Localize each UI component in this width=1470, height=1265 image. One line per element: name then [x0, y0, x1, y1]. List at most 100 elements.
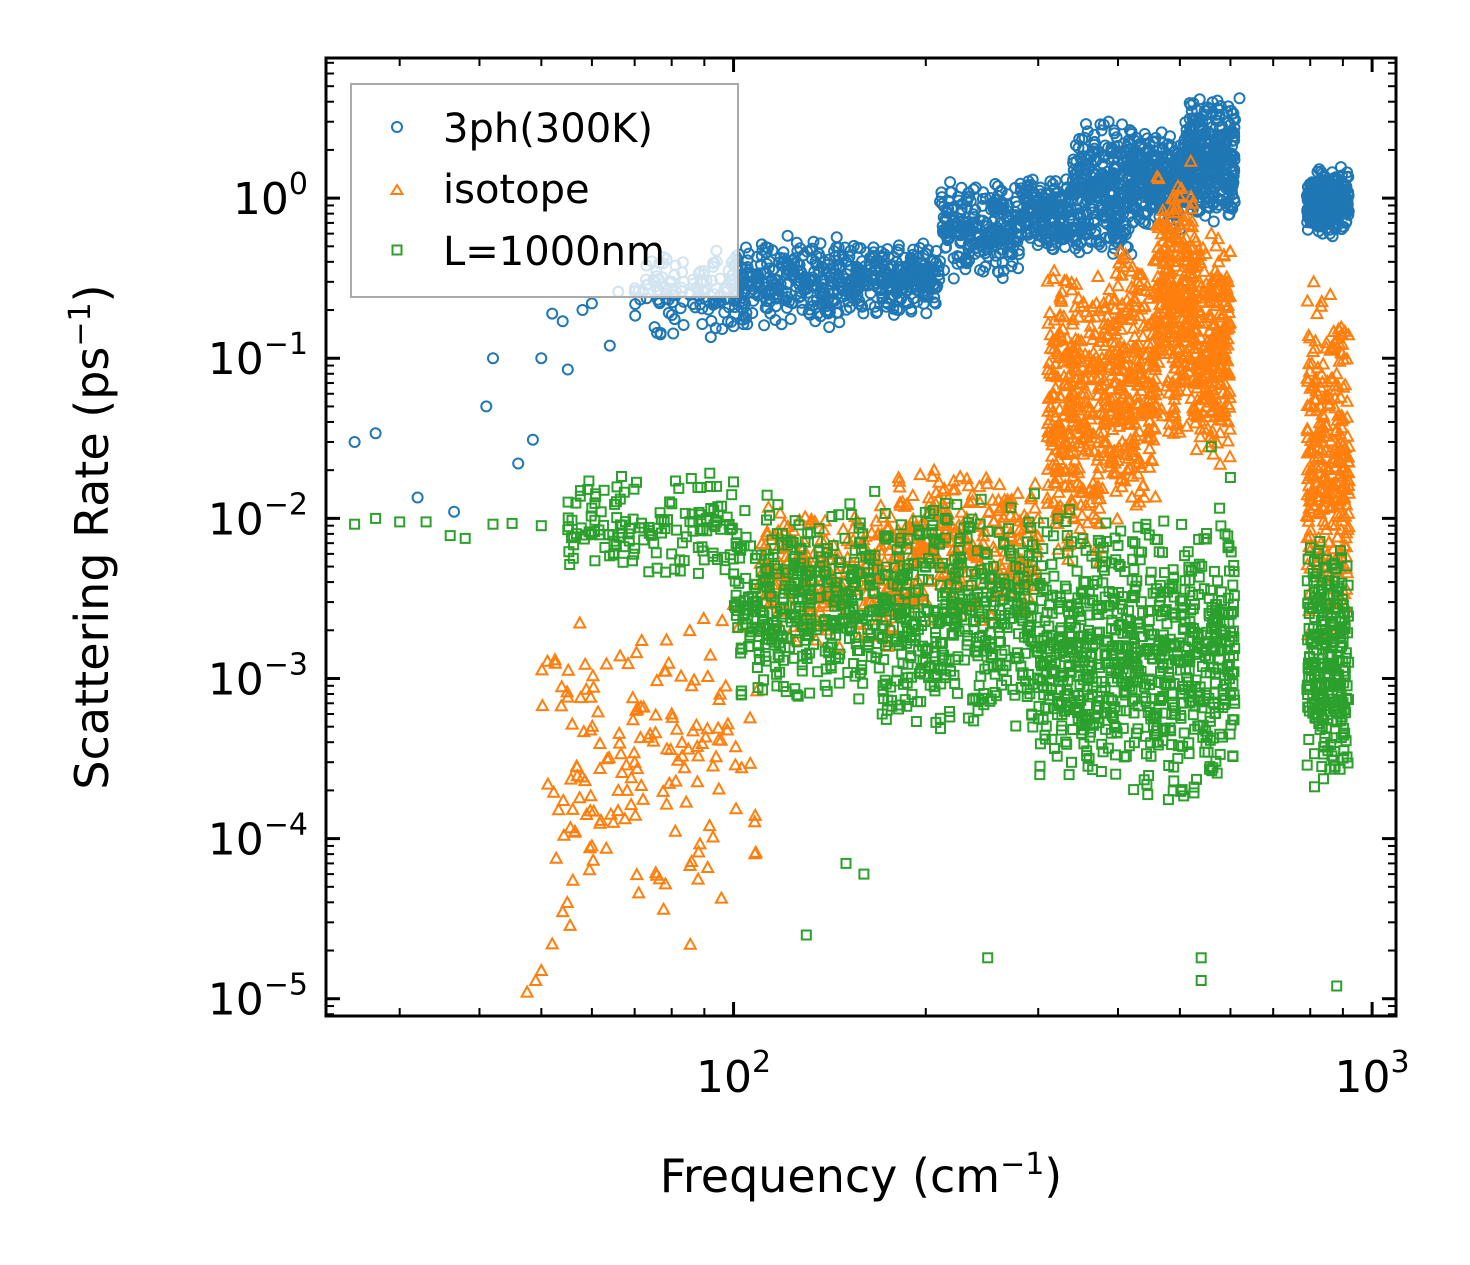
- data-point: [871, 254, 884, 266]
- data-point: [1133, 213, 1146, 226]
- data-point: [1127, 202, 1140, 215]
- data-point: [941, 234, 954, 247]
- data-point: [1139, 185, 1152, 198]
- data-point: [1095, 240, 1108, 253]
- data-point: [997, 199, 1010, 212]
- data-point: [1162, 141, 1175, 154]
- data-point: [857, 307, 870, 320]
- data-point: [1107, 195, 1120, 207]
- data-point: [556, 315, 569, 328]
- data-point: [747, 294, 760, 307]
- data-point: [955, 235, 968, 248]
- data-point: [1033, 184, 1046, 197]
- data-point: [1001, 239, 1014, 251]
- data-point: [769, 314, 782, 326]
- data-point: [1080, 118, 1092, 131]
- data-point: [1006, 248, 1019, 261]
- data-point: [1212, 115, 1225, 128]
- data-point: [1210, 201, 1223, 214]
- data-point: [964, 195, 977, 208]
- data-point: [869, 261, 882, 274]
- data-point: [963, 254, 976, 267]
- data-point: [1213, 176, 1225, 189]
- data-point: [546, 307, 559, 320]
- data-point: [855, 300, 868, 313]
- data-point: [1224, 185, 1237, 197]
- data-point: [1102, 115, 1115, 128]
- data-point: [943, 231, 956, 244]
- data-point: [1077, 208, 1090, 221]
- data-point: [1051, 230, 1064, 242]
- data-point: [948, 221, 961, 234]
- data-point: [1001, 188, 1014, 201]
- data-point: [777, 246, 790, 259]
- data-point: [944, 186, 957, 199]
- data-point: [535, 352, 548, 365]
- data-point: [1105, 172, 1117, 185]
- data-point: [759, 241, 772, 254]
- data-point: [788, 252, 801, 265]
- data-point: [736, 297, 749, 310]
- data-point: [1224, 181, 1237, 194]
- data-point: [1138, 159, 1151, 172]
- data-point: [1086, 145, 1099, 158]
- data-point: [704, 331, 717, 344]
- data-point: [784, 313, 797, 325]
- data-point: [487, 352, 499, 365]
- data-point: [702, 303, 715, 316]
- data-point: [955, 181, 968, 194]
- data-point: [677, 319, 690, 331]
- data-point: [1067, 164, 1080, 177]
- data-point: [847, 239, 860, 252]
- data-point: [1204, 164, 1217, 177]
- data-point: [1110, 131, 1123, 144]
- data-point: [893, 275, 906, 288]
- data-point: [856, 255, 868, 268]
- data-point: [1107, 223, 1120, 236]
- data-point: [766, 244, 779, 257]
- data-point: [1076, 195, 1089, 208]
- data-point: [512, 457, 525, 470]
- data-point: [882, 251, 895, 264]
- data-point: [1134, 141, 1147, 154]
- data-point: [1096, 157, 1109, 170]
- data-point: [801, 276, 813, 289]
- data-point: [1108, 124, 1121, 137]
- data-point: [561, 363, 574, 376]
- data-point: [887, 302, 900, 315]
- data-point: [969, 181, 982, 194]
- data-point: [1015, 214, 1028, 227]
- data-point: [962, 248, 975, 261]
- data-point: [890, 268, 903, 281]
- data-point: [1081, 125, 1094, 138]
- data-point: [743, 270, 756, 283]
- data-point: [864, 287, 877, 300]
- data-point: [887, 250, 900, 263]
- data-point: [1071, 208, 1084, 220]
- data-point: [1220, 135, 1233, 148]
- data-point: [1224, 118, 1237, 131]
- data-point: [935, 197, 948, 210]
- data-point: [979, 247, 992, 260]
- data-point: [795, 265, 807, 278]
- data-point: [576, 304, 589, 316]
- data-point: [900, 285, 913, 298]
- data-point: [1022, 175, 1035, 188]
- data-point: [1201, 200, 1214, 213]
- data-point: [1085, 235, 1098, 248]
- data-point: [1086, 199, 1099, 212]
- data-point: [790, 236, 803, 249]
- data-point: [1107, 247, 1120, 260]
- data-point: [913, 269, 926, 282]
- data-point: [807, 235, 820, 248]
- data-point: [922, 274, 935, 287]
- data-point: [824, 275, 837, 288]
- data-point: [801, 245, 814, 258]
- data-point: [1045, 200, 1058, 213]
- data-point: [1183, 97, 1196, 110]
- data-point: [788, 257, 801, 270]
- data-point: [1168, 157, 1181, 170]
- data-point: [1016, 188, 1029, 201]
- data-point: [812, 247, 825, 260]
